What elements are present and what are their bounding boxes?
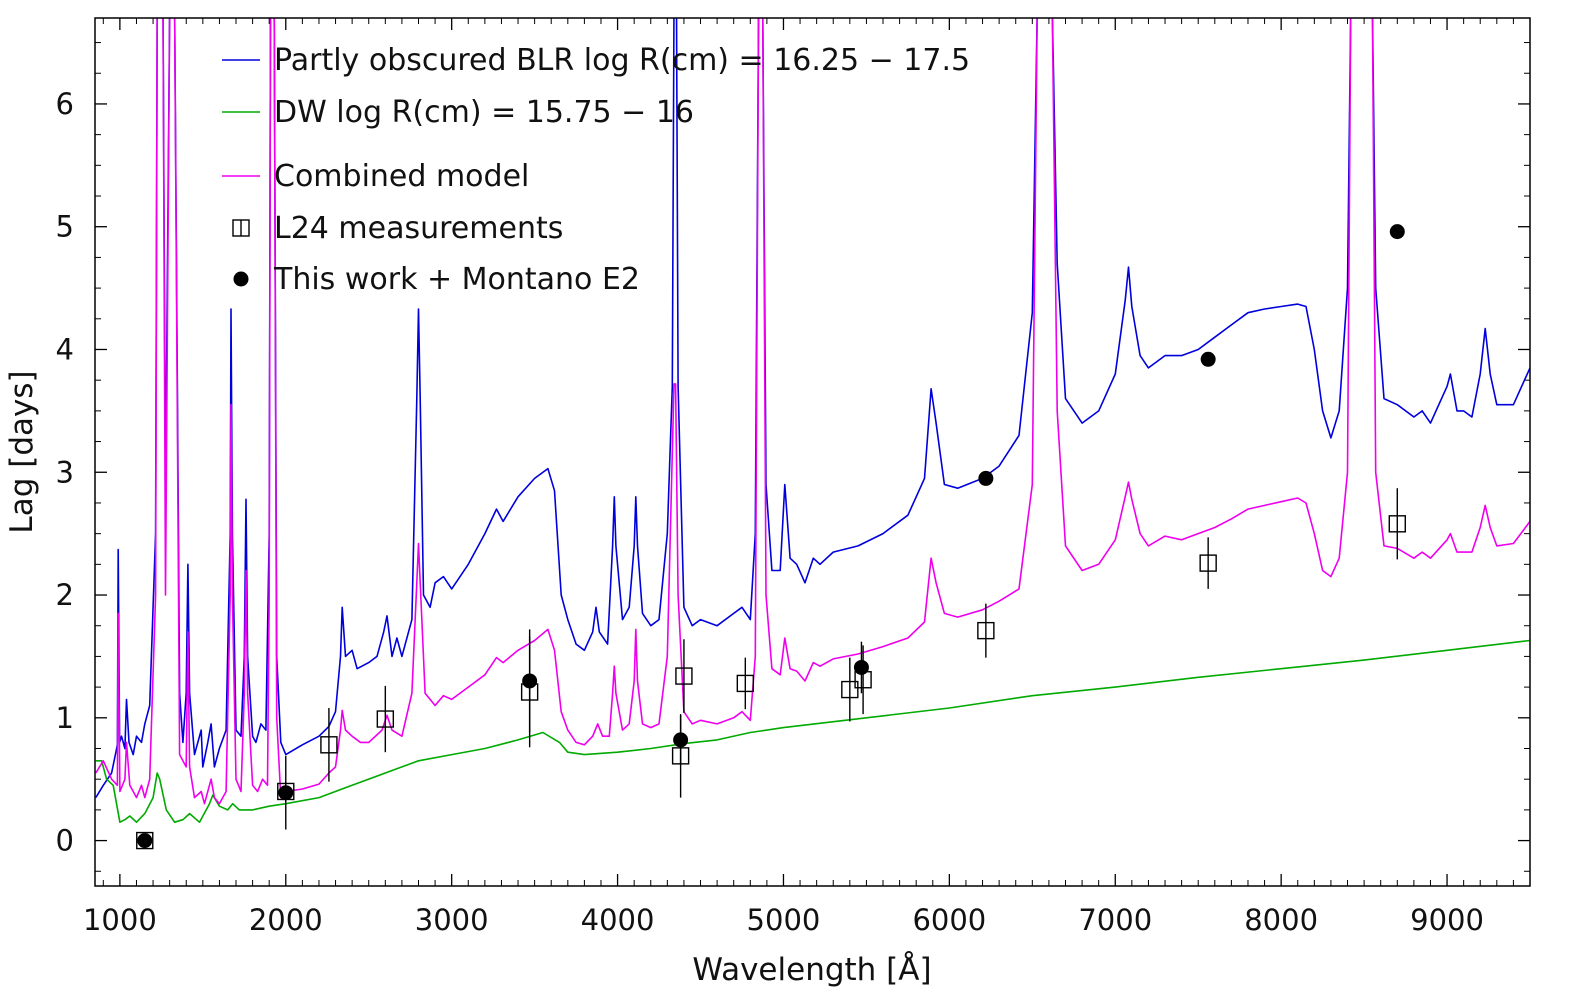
y-tick-label: 4 <box>56 332 74 366</box>
x-tick-label: 3000 <box>415 903 489 937</box>
x-tick-label: 9000 <box>1410 903 1484 937</box>
x-tick-label: 2000 <box>249 903 323 937</box>
l24-point <box>1388 515 1406 533</box>
l24-point <box>376 710 395 728</box>
x-axis-ticks: 1000 2000 3000 4000 5000 6000 7000 8000 9000 <box>83 18 1531 937</box>
this-work-point <box>1200 351 1216 367</box>
y-axis-ticks: 0 1 2 3 4 5 6 <box>56 42 1530 872</box>
l24-point <box>675 667 693 685</box>
x-tick-label: 8000 <box>1244 903 1318 937</box>
this-work-point <box>853 659 869 675</box>
this-work-point <box>1389 224 1405 240</box>
y-tick-label: 2 <box>56 578 74 612</box>
x-tick-label: 7000 <box>1078 903 1152 937</box>
x-axis-label: Wavelength [Å] <box>692 952 931 988</box>
plot-frame <box>94 17 1531 887</box>
l24-point <box>1199 554 1217 572</box>
y-axis-label: Lag [days] <box>4 370 40 533</box>
l24-point <box>736 674 755 693</box>
this-work-point <box>978 470 994 486</box>
l24-point <box>977 621 995 640</box>
x-tick-label: 6000 <box>912 903 986 937</box>
this-work-point <box>673 732 689 748</box>
series-line-0 <box>95 18 1530 799</box>
x-tick-label: 1000 <box>83 903 157 937</box>
this-work-point <box>522 673 538 689</box>
y-tick-label: 3 <box>56 455 74 489</box>
this-work-point <box>137 833 153 849</box>
series-lines <box>95 18 1530 823</box>
legend-label: Combined model <box>274 159 529 194</box>
series-line-1 <box>95 639 1530 823</box>
y-tick-label: 0 <box>56 824 74 858</box>
legend-label: This work + Montano E2 <box>273 262 640 297</box>
l24-point <box>136 831 154 850</box>
legend-label: DW log R(cm) = 15.75 − 16 <box>274 95 694 130</box>
series-line-2 <box>95 18 1530 805</box>
x-tick-label: 5000 <box>747 903 821 937</box>
y-tick-label: 5 <box>56 210 74 244</box>
legend: Partly obscured BLR log R(cm) = 16.25 − … <box>222 43 970 297</box>
y-tick-label: 1 <box>56 701 74 735</box>
y-tick-label: 6 <box>56 87 74 121</box>
measurement-points <box>136 224 1406 850</box>
this-work-point <box>278 785 294 801</box>
l24-point <box>841 680 859 699</box>
x-tick-label: 4000 <box>581 903 655 937</box>
legend-label: L24 measurements <box>274 211 563 246</box>
legend-swatch-dot <box>233 271 249 287</box>
l24-point <box>320 736 338 754</box>
legend-label: Partly obscured BLR log R(cm) = 16.25 − … <box>274 43 970 78</box>
